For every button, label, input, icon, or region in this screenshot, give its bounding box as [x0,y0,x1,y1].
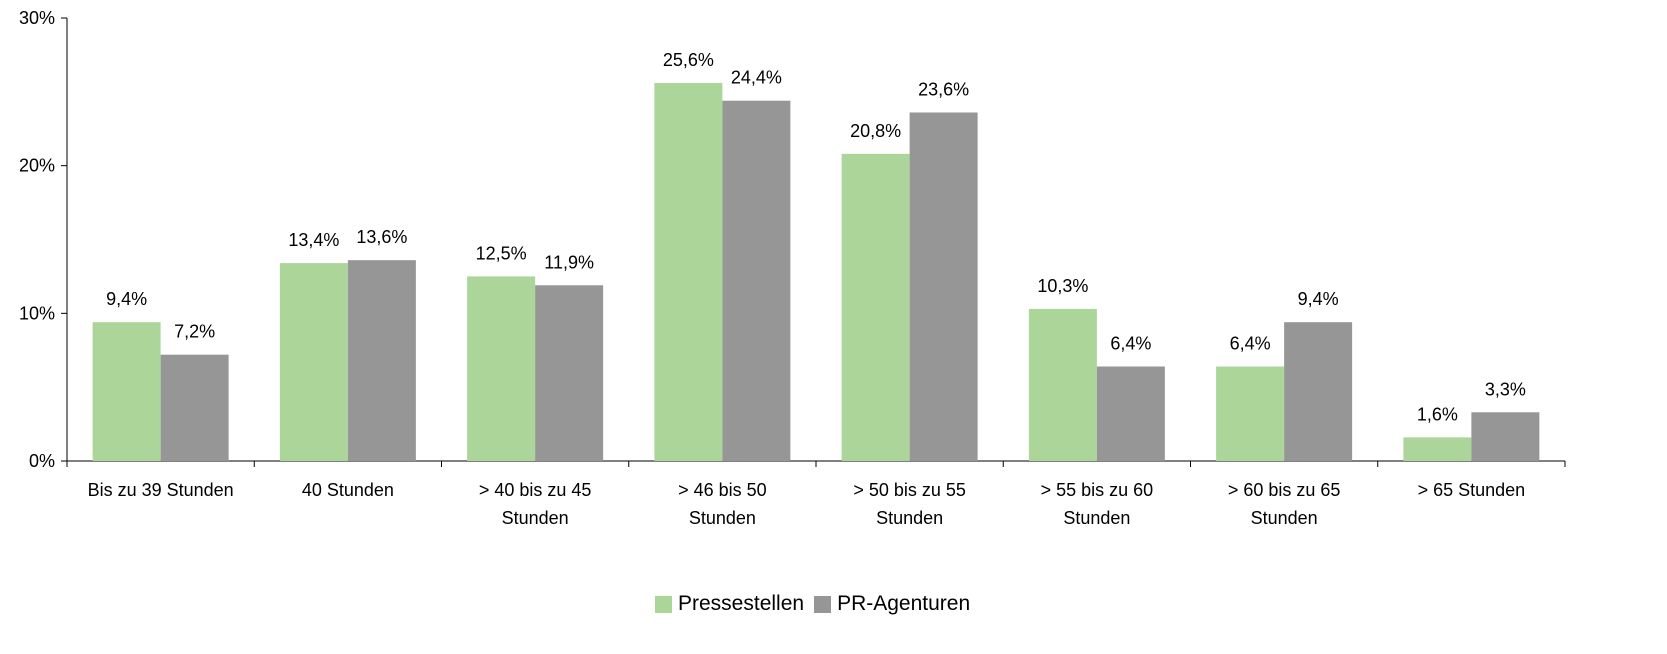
data-labels: 9,4% 7,2% 13,4% 13,6% 12,5% 11,9% 25,6% 24,4% 20… [106,50,1526,424]
category-label: > 55 bis zu 60 Stunden [1041,480,1154,528]
legend: Pressestellen PR-Agenturen [655,592,980,616]
data-label: 25,6% [663,50,714,70]
bar-pressestellen [1403,437,1472,461]
category-labels: Bis zu 39 Stunden 40 Stunden > 40 bis zu 4… [88,480,1526,528]
bar-pr-agenturen [1284,322,1353,461]
category-label-line: > 60 bis zu 65 [1228,480,1341,500]
bar-pressestellen [279,263,348,461]
data-label: 3,3% [1485,379,1526,399]
category-label-line: Stunden [502,508,569,528]
category-label: > 40 bis zu 45 Stunden [479,480,592,528]
category-label-line: > 65 Stunden [1418,480,1526,500]
legend-swatch-pressestellen [655,595,672,613]
legend-item-pressestellen: Pressestellen [655,592,804,616]
category-label-line: Stunden [876,508,943,528]
category-label-line: Stunden [1251,508,1318,528]
bar-pressestellen [1216,366,1285,461]
category-label-line: > 55 bis zu 60 [1041,480,1154,500]
data-label: 7,2% [174,322,215,342]
category-label: > 60 bis zu 65 Stunden [1228,480,1341,528]
category-label-line: > 46 bis 50 [678,480,767,500]
data-label: 11,9% [544,252,594,272]
data-label: 9,4% [1298,289,1339,309]
data-label: 6,4% [1110,333,1151,353]
data-label: 13,4% [288,230,339,250]
category-label: Bis zu 39 Stunden [88,480,234,500]
y-tick-label: 0% [29,451,55,471]
legend-label-pr-agenturen: PR-Agenturen [837,592,971,615]
category-label-line: > 50 bis zu 55 [853,480,966,500]
category-label: > 46 bis 50 Stunden [678,480,767,528]
data-label: 9,4% [106,289,147,309]
data-label: 10,3% [1037,276,1088,296]
y-tick-label: 20% [19,156,55,176]
data-label: 12,5% [476,243,527,263]
legend-item-pr-agenturen: PR-Agenturen [814,592,970,616]
y-tick-label: 30% [19,8,55,28]
bar-pr-agenturen [160,354,229,461]
bar-pr-agenturen [909,112,978,462]
category-label: 40 Stunden [302,480,394,500]
data-label: 13,6% [356,227,407,247]
category-label-line: 40 Stunden [302,480,394,500]
y-tick-label: 10% [19,303,55,323]
bar-pressestellen [654,82,723,462]
data-label: 1,6% [1417,404,1458,424]
data-label: 6,4% [1230,333,1271,353]
bar-pr-agenturen [1471,412,1540,461]
bar-pr-agenturen [347,260,416,461]
category-label-line: Stunden [689,508,756,528]
bar-pressestellen [92,322,161,461]
bar-pr-agenturen [535,285,604,461]
category-label: > 50 bis zu 55 Stunden [853,480,966,528]
data-label: 24,4% [731,68,782,88]
legend-label-pressestellen: Pressestellen [678,592,805,615]
bar-pressestellen [1028,308,1097,461]
category-label-line: Bis zu 39 Stunden [88,480,234,500]
category-label-line: Stunden [1063,508,1130,528]
data-label: 23,6% [918,80,969,100]
bars [92,82,1540,462]
bar-pr-agenturen [1096,366,1165,461]
legend-swatch-pr-agenturen [814,595,832,613]
bar-pressestellen [841,153,910,461]
bar-pr-agenturen [722,100,791,462]
category-label-line: > 40 bis zu 45 [479,480,592,500]
bar-pressestellen [467,276,536,461]
category-label: > 65 Stunden [1418,480,1526,500]
data-label: 20,8% [850,121,901,141]
